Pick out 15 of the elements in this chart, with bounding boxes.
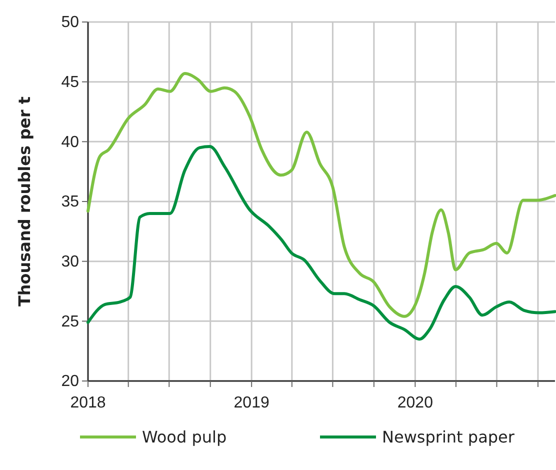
y-tick-label: 20 <box>61 373 80 390</box>
x-tick-label: 2018 <box>70 394 106 412</box>
x-tick-label: 2020 <box>397 394 434 412</box>
y-tick-label: 35 <box>61 194 80 211</box>
line-series <box>86 72 556 318</box>
y-tick-label: 30 <box>61 253 80 270</box>
y-tick-label: 40 <box>61 134 80 151</box>
legend-label: Newsprint paper <box>382 428 515 447</box>
x-tick-label: 2019 <box>234 394 270 412</box>
y-tick-label: 45 <box>61 74 80 91</box>
legend-label: Wood pulp <box>142 428 227 447</box>
line-series <box>86 144 556 341</box>
y-tick-label: 25 <box>61 313 80 330</box>
y-axis-title: Thousand roubles per t <box>15 96 34 306</box>
y-tick-label: 50 <box>61 14 80 32</box>
